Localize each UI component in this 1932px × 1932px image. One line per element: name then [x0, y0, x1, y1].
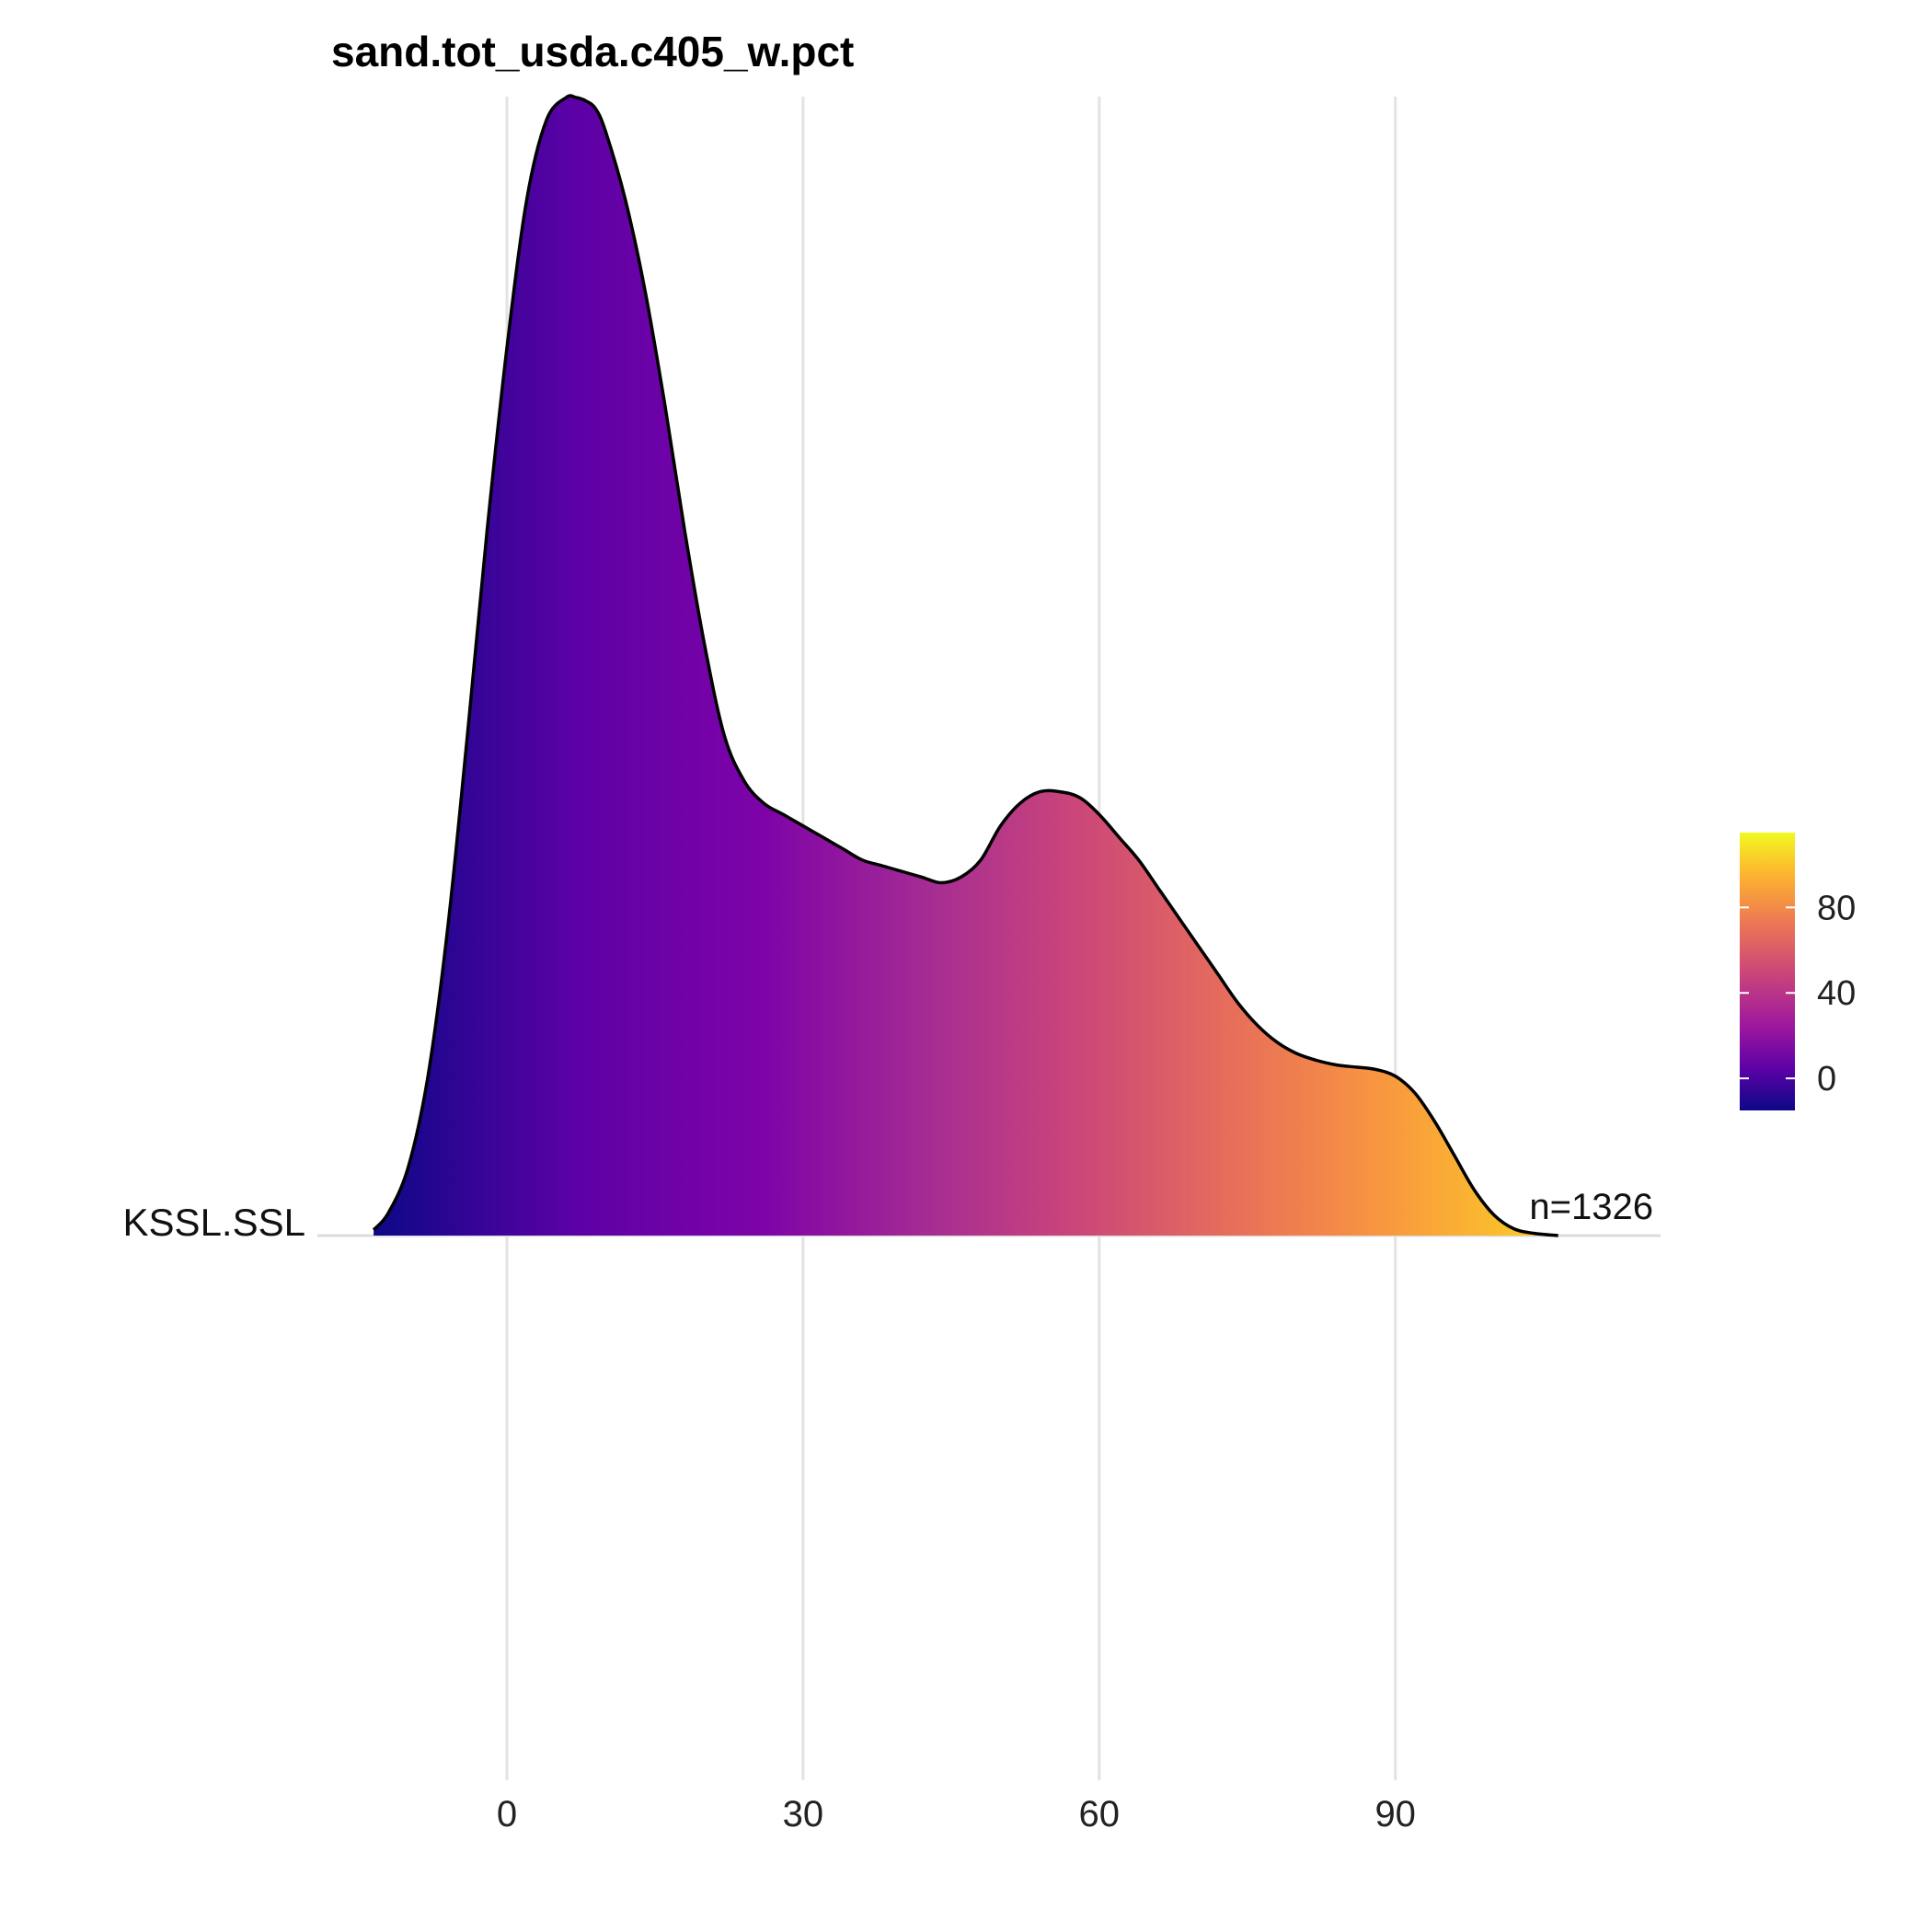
colorbar: [1740, 833, 1795, 1110]
x-tick-label: 0: [497, 1794, 517, 1834]
x-axis-ticks: 0 30 60 90: [497, 1794, 1416, 1834]
colorbar-tick-label: 40: [1817, 974, 1856, 1013]
density-ridge-outline: [372, 94, 1558, 1237]
x-tick-label: 30: [783, 1794, 824, 1834]
sample-count-annotation: n=1326: [1529, 1187, 1653, 1227]
category-label: KSSL.SSL: [123, 1201, 305, 1244]
density-ridge-fill: [374, 96, 1558, 1236]
x-tick-label: 60: [1079, 1794, 1121, 1834]
colorbar-legend: 80 40 0: [1740, 833, 1856, 1110]
colorbar-tick-label: 0: [1817, 1060, 1836, 1098]
x-tick-label: 90: [1374, 1794, 1416, 1834]
colorbar-tick-label: 80: [1817, 889, 1856, 927]
chart-title: sand.tot_usda.c405_w.pct: [331, 28, 854, 75]
